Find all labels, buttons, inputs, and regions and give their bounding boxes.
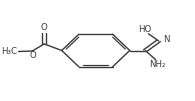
- Text: O: O: [30, 51, 37, 60]
- Text: N: N: [163, 35, 169, 44]
- Text: H₃C: H₃C: [1, 47, 17, 56]
- Text: HO: HO: [139, 25, 152, 34]
- Text: O: O: [41, 23, 48, 32]
- Text: NH₂: NH₂: [149, 60, 166, 69]
